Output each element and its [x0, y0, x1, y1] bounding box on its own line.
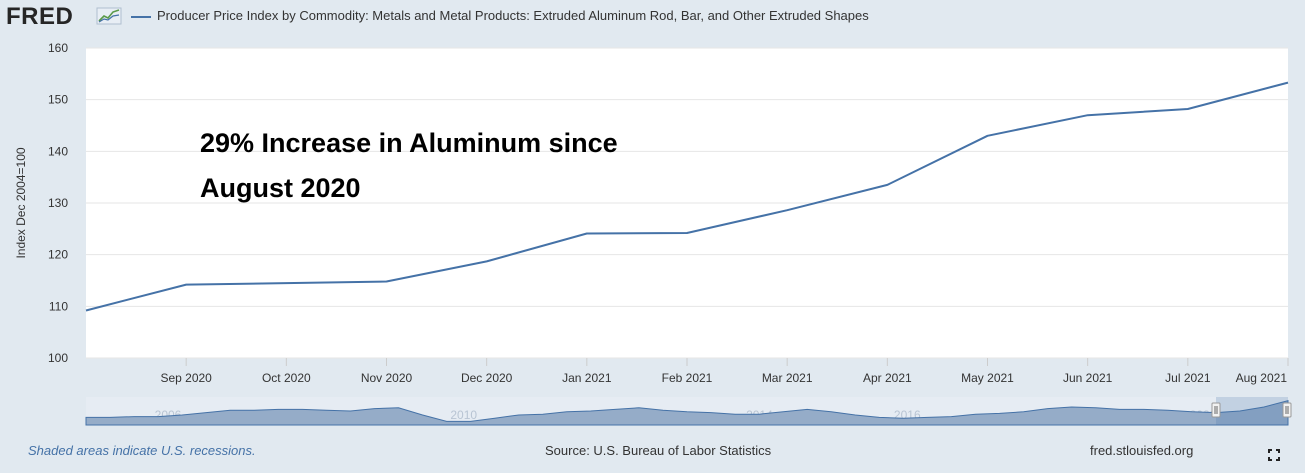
navigator-area — [85, 399, 1289, 426]
x-tick-label: May 2021 — [961, 371, 1014, 385]
navigator-right-handle[interactable] — [1282, 402, 1292, 418]
y-tick-label: 110 — [49, 299, 68, 313]
x-tick-label: Oct 2020 — [262, 371, 311, 385]
x-tick-label: Nov 2020 — [361, 371, 413, 385]
x-tick-label: Dec 2020 — [461, 371, 513, 385]
y-axis-tick-labels: 100 110 120 130 140 150 160 — [48, 41, 68, 365]
x-tick-label: Aug 2021 — [1236, 371, 1288, 385]
x-tick-label: Jun 2021 — [1063, 371, 1113, 385]
series-point[interactable] — [283, 280, 289, 286]
series-point[interactable] — [784, 207, 790, 213]
chart-header: FRED Producer Price Index by Commodity: … — [0, 0, 1305, 34]
site-link[interactable]: fred.stlouisfed.org — [1090, 443, 1194, 458]
recession-note: Shaded areas indicate U.S. recessions. — [28, 443, 256, 458]
legend-series-label[interactable]: Producer Price Index by Commodity: Metal… — [157, 8, 869, 23]
fullscreen-icon[interactable] — [1268, 449, 1280, 461]
navigator-selected-range[interactable] — [1216, 397, 1288, 425]
y-tick-label: 140 — [48, 144, 68, 158]
series-point[interactable] — [83, 307, 89, 313]
x-tick-label: Mar 2021 — [762, 371, 813, 385]
series-point[interactable] — [884, 182, 890, 188]
series-lines — [83, 80, 1291, 313]
x-axis-ticks: Sep 2020 Oct 2020 Nov 2020 Dec 2020 Jan 2021… — [160, 358, 1289, 385]
x-tick-label: Jan 2021 — [562, 371, 612, 385]
series-point[interactable] — [1285, 80, 1291, 86]
source-note: Source: U.S. Bureau of Labor Statistics — [545, 443, 772, 458]
navigator-year-label: 2010 — [450, 408, 477, 422]
line-graph-icon — [96, 7, 122, 25]
y-tick-label: 150 — [48, 93, 68, 107]
series-point[interactable] — [183, 282, 189, 288]
y-axis-title: Index Dec 2004=100 — [14, 147, 28, 258]
series-point[interactable] — [684, 230, 690, 236]
series-point[interactable] — [1085, 112, 1091, 118]
y-tick-label: 130 — [48, 196, 68, 210]
y-tick-label: 160 — [48, 41, 68, 55]
annotation-line-2: August 2020 — [200, 173, 361, 203]
x-tick-label: Feb 2021 — [662, 371, 713, 385]
x-tick-label: Jul 2021 — [1165, 371, 1211, 385]
series-point[interactable] — [584, 230, 590, 236]
series-point[interactable] — [384, 279, 390, 285]
legend-series-swatch — [131, 16, 151, 18]
y-tick-label: 100 — [48, 351, 68, 365]
series-line[interactable] — [85, 81, 1289, 312]
annotation-line-1: 29% Increase in Aluminum since — [200, 128, 618, 158]
range-navigator[interactable]: 20062008201020122014201620182020 — [85, 397, 1292, 426]
series-point[interactable] — [1185, 106, 1191, 112]
series-point[interactable] — [985, 133, 991, 139]
x-tick-label: Sep 2020 — [160, 371, 212, 385]
navigator-left-handle[interactable] — [1211, 402, 1221, 418]
y-tick-label: 120 — [48, 248, 68, 262]
x-tick-label: Apr 2021 — [863, 371, 912, 385]
series-point[interactable] — [484, 258, 490, 264]
fred-logo[interactable]: FRED — [6, 3, 74, 30]
